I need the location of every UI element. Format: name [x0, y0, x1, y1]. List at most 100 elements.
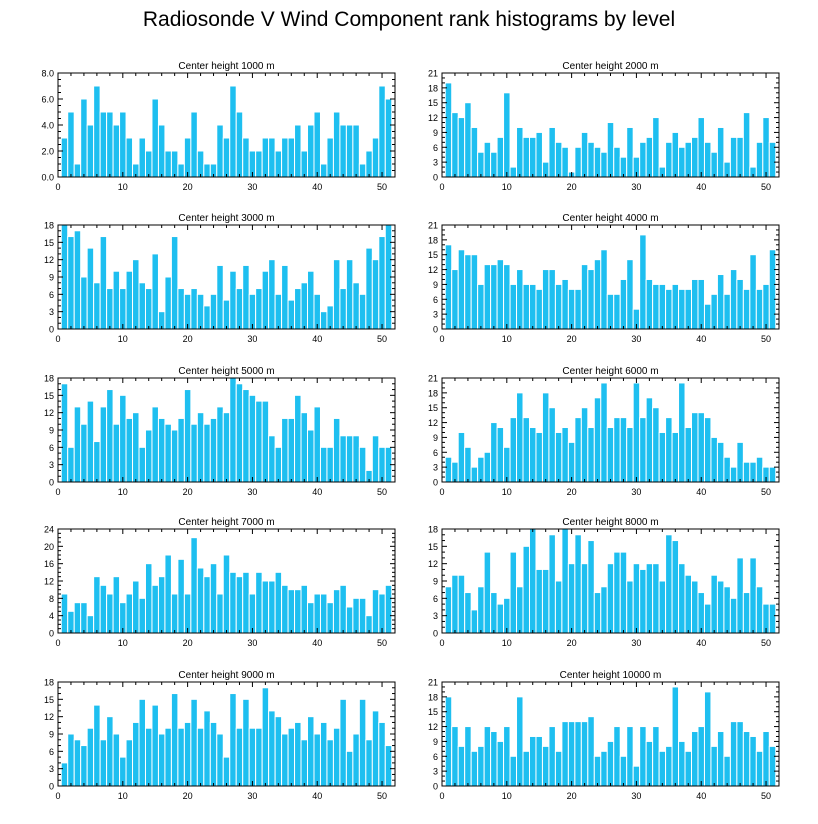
bar	[112, 124, 121, 178]
bar	[658, 750, 667, 787]
bar	[496, 740, 505, 787]
y-tick-label: 9	[49, 426, 54, 436]
bar	[490, 264, 498, 330]
y-tick-label: 8.0	[41, 69, 54, 79]
bar	[522, 545, 530, 634]
bar	[93, 282, 101, 330]
bar	[516, 269, 524, 330]
bar	[300, 282, 309, 330]
bar	[639, 234, 647, 330]
histogram-panel-6: Center height 6000 m 0 3 6 9 12 15 18 21 0 10 20 30 4…	[428, 366, 780, 497]
bar	[281, 264, 289, 330]
bar	[119, 111, 127, 178]
bar	[580, 264, 589, 330]
bar	[483, 264, 492, 330]
bar	[678, 563, 686, 634]
bar	[522, 283, 530, 330]
y-tick-label: 12	[44, 408, 54, 418]
bar	[86, 400, 95, 483]
bar	[274, 446, 283, 483]
y-tick-label: 6	[433, 752, 438, 762]
y-tick-label: 15	[428, 250, 438, 260]
bar	[470, 750, 479, 787]
bar	[613, 293, 621, 330]
bar	[470, 126, 479, 178]
bar	[326, 602, 334, 634]
bar	[261, 400, 270, 483]
bar	[496, 427, 505, 483]
bar	[503, 726, 511, 787]
bar	[93, 576, 101, 634]
bar	[593, 397, 602, 483]
bar	[80, 745, 88, 787]
bar	[274, 716, 283, 787]
bar	[170, 593, 179, 634]
x-tick-label: 0	[55, 487, 60, 497]
bar	[274, 150, 283, 178]
y-tick-label: 9	[433, 280, 438, 290]
bar	[587, 540, 595, 634]
bar	[170, 150, 179, 178]
y-tick-label: 18	[428, 388, 438, 398]
y-tick-label: 3	[433, 611, 438, 621]
bar	[606, 427, 615, 483]
bar	[281, 733, 289, 787]
bar	[157, 124, 166, 178]
y-tick-label: 3	[49, 764, 54, 774]
bar	[710, 293, 718, 330]
bar	[261, 270, 270, 330]
y-tick-label: 0	[49, 325, 54, 335]
bar	[132, 412, 140, 483]
bar	[235, 111, 244, 178]
bar	[528, 427, 537, 483]
bar	[60, 762, 69, 787]
bar	[716, 441, 725, 483]
bar	[703, 303, 712, 330]
bar	[626, 726, 634, 787]
bar	[535, 288, 543, 330]
y-tick-label: 3	[433, 767, 438, 777]
bar	[723, 456, 731, 483]
bar	[112, 733, 121, 787]
bar	[613, 146, 621, 178]
bar	[352, 282, 360, 330]
bar	[378, 593, 386, 634]
bar	[268, 137, 276, 178]
bar	[535, 735, 543, 787]
bar	[652, 407, 660, 483]
bar	[93, 441, 101, 483]
bar	[509, 166, 518, 178]
bar	[229, 85, 237, 178]
bar	[358, 597, 367, 634]
bar	[606, 293, 615, 330]
bar	[313, 293, 321, 330]
bar	[326, 739, 334, 787]
bar	[255, 400, 263, 483]
y-tick-label: 8	[49, 594, 54, 604]
bar	[587, 141, 595, 178]
bar	[451, 112, 459, 178]
bar	[365, 150, 373, 178]
x-tick-label: 50	[377, 487, 387, 497]
y-tick-label: 9	[433, 433, 438, 443]
bar	[554, 750, 563, 787]
bar	[554, 141, 563, 178]
bar	[294, 589, 302, 634]
bar	[157, 417, 166, 483]
bar	[755, 456, 764, 483]
bar	[684, 427, 693, 483]
bar	[716, 731, 725, 787]
bar	[768, 466, 777, 483]
y-tick-label: 15	[44, 391, 54, 401]
bar	[222, 756, 231, 787]
bar	[261, 580, 270, 634]
panel-title: Center height 1000 m	[178, 61, 274, 72]
bar	[710, 436, 718, 483]
bar	[106, 593, 114, 634]
bar	[509, 283, 518, 330]
bar	[378, 85, 386, 178]
bar	[196, 293, 205, 330]
bar	[444, 244, 453, 330]
bar	[470, 254, 479, 330]
bar	[768, 603, 777, 634]
